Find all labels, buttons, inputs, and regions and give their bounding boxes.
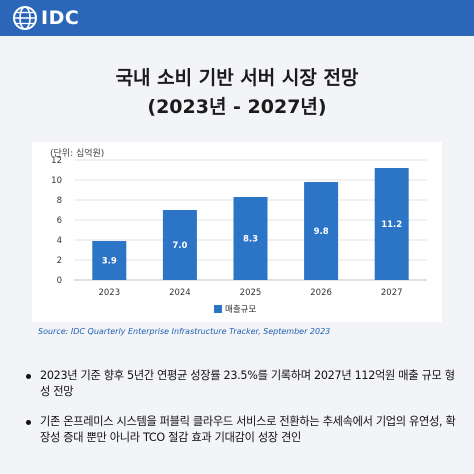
- bar-2023: [92, 241, 127, 280]
- y-tick-label: 0: [57, 276, 62, 286]
- bar-chart: (단위: 십억원) 0 2 4 6 8 10 12 3.9 7.0 8.3 9.8 11.2 202…: [50, 147, 427, 315]
- data-label: 8.3: [243, 235, 258, 245]
- x-tick-label: 2026: [310, 288, 332, 298]
- bar-2027: [374, 168, 409, 280]
- x-tick-label: 2023: [98, 288, 120, 298]
- page-subtitle: (2023년 - 2027년): [147, 96, 327, 118]
- bullet-text: 2023년 기준 향후 5년간 연평균 성장률 23.5%를 기록하며 2027…: [40, 369, 455, 398]
- data-label: 11.2: [381, 220, 402, 230]
- globe-icon: [13, 6, 37, 30]
- bullet-text: 기존 온프레미스 시스템을 퍼블릭 클라우드 서비스로 전환하는 추세속에서 기…: [40, 415, 456, 444]
- x-tick-label: 2025: [240, 288, 262, 298]
- x-tick-label: 2024: [169, 288, 191, 298]
- y-tick-label: 10: [51, 176, 62, 186]
- bar-2024: [162, 210, 197, 280]
- y-tick-label: 6: [57, 216, 62, 226]
- page-title: 국내 소비 기반 서버 시장 전망: [115, 67, 359, 89]
- bar-2025: [233, 197, 268, 280]
- logo-text: IDC: [41, 7, 80, 29]
- bullet-item: 2023년 기준 향후 5년간 연평균 성장률 23.5%를 기록하며 2027…: [22, 368, 462, 400]
- data-label: 9.8: [314, 227, 329, 237]
- y-tick-label: 4: [57, 236, 62, 246]
- data-label: 3.9: [102, 257, 117, 267]
- y-tick-label: 8: [57, 196, 62, 206]
- bullet-item: 기존 온프레미스 시스템을 퍼블릭 클라우드 서비스로 전환하는 추세속에서 기…: [22, 414, 462, 446]
- x-tick-label: 2027: [381, 288, 403, 298]
- idc-logo: IDC: [12, 5, 79, 31]
- unit-label: (단위: 십억원): [50, 147, 104, 159]
- top-banner: IDC: [0, 0, 474, 36]
- y-tick-label: 12: [51, 156, 62, 166]
- y-tick-label: 2: [57, 256, 62, 266]
- bullet-dot-icon: [26, 420, 31, 425]
- bullet-dot-icon: [26, 374, 31, 379]
- chart-card: (단위: 십억원) 0 2 4 6 8 10 12 3.9 7.0 8.3 9.8 11.2 202…: [32, 142, 442, 322]
- legend-label: 매출규모: [225, 304, 256, 315]
- data-label: 7.0: [172, 241, 187, 251]
- bar-2026: [304, 182, 339, 280]
- source-note: Source: IDC Quarterly Enterprise Infrast…: [38, 327, 331, 336]
- legend-swatch: [214, 305, 222, 313]
- bullet-list: 2023년 기준 향후 5년간 연평균 성장률 23.5%를 기록하며 2027…: [22, 368, 462, 446]
